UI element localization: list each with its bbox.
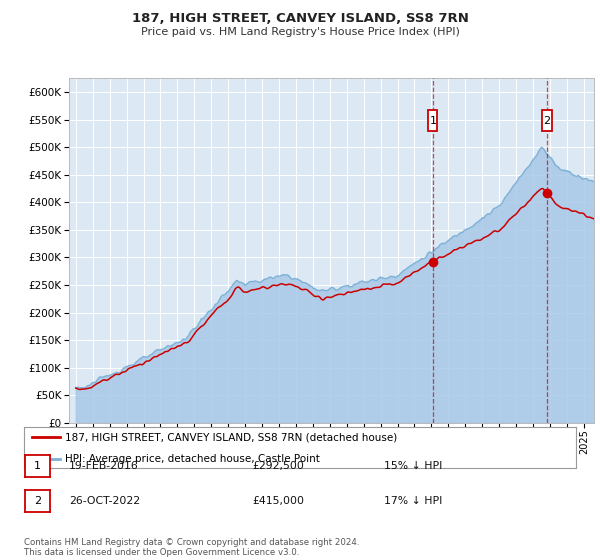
Text: 15% ↓ HPI: 15% ↓ HPI <box>384 461 442 471</box>
Text: £415,000: £415,000 <box>252 496 304 506</box>
FancyBboxPatch shape <box>428 110 437 131</box>
Text: 2: 2 <box>544 116 551 126</box>
Text: 1: 1 <box>430 116 436 126</box>
Text: Contains HM Land Registry data © Crown copyright and database right 2024.
This d: Contains HM Land Registry data © Crown c… <box>24 538 359 557</box>
Text: HPI: Average price, detached house, Castle Point: HPI: Average price, detached house, Cast… <box>65 454 320 464</box>
Text: 19-FEB-2016: 19-FEB-2016 <box>69 461 139 471</box>
Text: 1: 1 <box>34 461 41 471</box>
FancyBboxPatch shape <box>542 110 552 131</box>
Text: Price paid vs. HM Land Registry's House Price Index (HPI): Price paid vs. HM Land Registry's House … <box>140 27 460 37</box>
Text: £292,500: £292,500 <box>252 461 304 471</box>
Text: 26-OCT-2022: 26-OCT-2022 <box>69 496 140 506</box>
Text: 187, HIGH STREET, CANVEY ISLAND, SS8 7RN: 187, HIGH STREET, CANVEY ISLAND, SS8 7RN <box>131 12 469 25</box>
Text: 17% ↓ HPI: 17% ↓ HPI <box>384 496 442 506</box>
Text: 187, HIGH STREET, CANVEY ISLAND, SS8 7RN (detached house): 187, HIGH STREET, CANVEY ISLAND, SS8 7RN… <box>65 432 398 442</box>
Text: 2: 2 <box>34 496 41 506</box>
